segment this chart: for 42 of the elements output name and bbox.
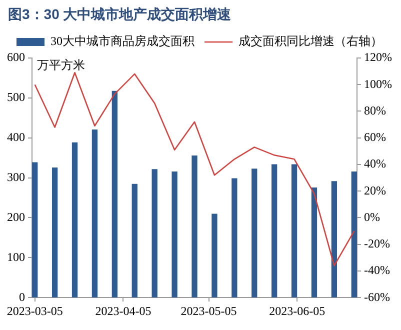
- y2-tick-label: -60%: [364, 290, 390, 304]
- bar: [252, 168, 258, 298]
- bar: [112, 90, 118, 298]
- y2-tick-label: 60%: [364, 130, 386, 144]
- bar: [232, 178, 238, 298]
- bar: [351, 171, 357, 298]
- y2-tick-label: 20%: [364, 183, 386, 198]
- x-tick-label: 2023-03-05: [6, 304, 63, 318]
- bar: [132, 184, 138, 298]
- chart-title: 图3：30 大中城市地产成交面积增速: [8, 6, 232, 24]
- y-tick-label: 100: [7, 250, 25, 264]
- bar: [311, 187, 318, 298]
- y2-tick-label: 120%: [364, 50, 392, 64]
- y-tick-label: 600: [7, 50, 25, 64]
- bar: [192, 156, 198, 298]
- y-tick-label: 300: [7, 170, 25, 184]
- bar: [92, 130, 98, 298]
- bar: [72, 142, 78, 298]
- y2-tick-label: 100%: [364, 76, 392, 91]
- bar: [331, 181, 338, 298]
- legend-label: 成交面积同比增速（右轴）: [238, 34, 382, 48]
- x-tick-label: 2023-05-05: [180, 304, 237, 318]
- y2-tick-label: -40%: [364, 263, 390, 278]
- x-tick-label: 2023-04-05: [95, 304, 152, 318]
- bar: [291, 164, 298, 298]
- legend-label: 30大中城市商品房成交面积: [50, 34, 194, 48]
- y2-tick-label: 0%: [364, 210, 380, 224]
- bar: [152, 169, 158, 298]
- x-tick-label: 2023-06-05: [269, 304, 326, 318]
- y-axis-title: 万平方米: [37, 58, 85, 72]
- bar: [212, 214, 218, 298]
- y2-tick-label: -20%: [364, 236, 390, 251]
- bar: [52, 167, 58, 298]
- y2-tick-label: 40%: [364, 156, 386, 171]
- y-tick-label: 0: [19, 290, 25, 304]
- y-tick-label: 400: [7, 130, 25, 144]
- bar: [172, 171, 178, 298]
- y-tick-label: 200: [7, 210, 25, 224]
- y2-tick-label: 80%: [364, 103, 386, 118]
- bar: [32, 162, 38, 298]
- y-tick-label: 500: [7, 90, 25, 104]
- bar: [272, 164, 278, 298]
